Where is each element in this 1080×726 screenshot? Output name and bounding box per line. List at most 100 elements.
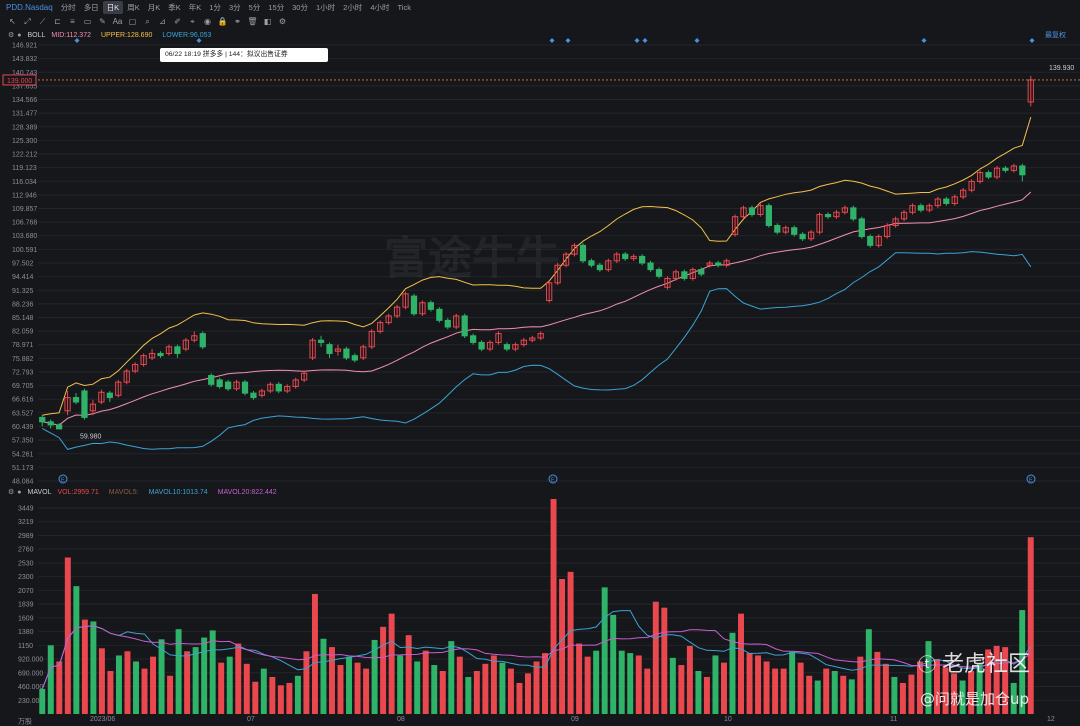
candle-body[interactable] (284, 386, 291, 392)
candle-body[interactable] (419, 302, 426, 315)
volume-bar[interactable] (976, 663, 983, 714)
candle-body[interactable] (596, 264, 603, 271)
candle-body[interactable] (106, 392, 113, 399)
settings-icon[interactable]: ⚙ (278, 17, 287, 26)
volume-bar[interactable] (431, 665, 438, 714)
volume-bar[interactable] (39, 688, 46, 714)
candle-body[interactable] (529, 337, 536, 341)
candle-body[interactable] (622, 253, 629, 260)
volume-bar[interactable] (269, 676, 276, 714)
volume-bar[interactable] (388, 613, 395, 714)
volume-bar[interactable] (985, 649, 992, 714)
tab-timeframe[interactable]: 5分 (248, 3, 261, 12)
fib-icon[interactable]: ≡ (70, 17, 75, 26)
volume-bar[interactable] (755, 655, 762, 714)
candle-body[interactable] (216, 379, 223, 388)
candle-body[interactable] (706, 262, 713, 266)
gear-icon[interactable]: ⚙ (8, 489, 15, 496)
text-icon[interactable]: Aa (112, 17, 123, 26)
volume-bar[interactable] (686, 645, 693, 714)
candle-body[interactable] (385, 315, 392, 324)
candle-body[interactable] (681, 271, 688, 279)
volume-bar[interactable] (865, 629, 872, 714)
candle-body[interactable] (98, 391, 105, 403)
candle-body[interactable] (715, 262, 722, 266)
candle-body[interactable] (926, 205, 933, 211)
tab-timeframe[interactable]: 日K (102, 1, 124, 14)
candle-body[interactable] (410, 295, 418, 315)
volume-bar[interactable] (823, 668, 830, 714)
tab-timeframe[interactable]: 3分 (228, 3, 241, 12)
tab-timeframe[interactable]: 1分 (209, 3, 221, 12)
candle-body[interactable] (774, 225, 781, 233)
link-icon[interactable]: ⚭ (234, 17, 241, 26)
volume-bar[interactable] (482, 663, 489, 714)
eye-icon[interactable]: ◉ (204, 17, 211, 26)
candle-body[interactable] (664, 277, 671, 288)
candle-body[interactable] (495, 333, 502, 343)
volume-bar[interactable] (593, 650, 600, 714)
zoom-icon[interactable]: ⌕ (145, 16, 150, 26)
candle-body[interactable] (334, 348, 342, 352)
candle-body[interactable] (267, 383, 274, 392)
volume-bar[interactable] (150, 656, 157, 714)
volume-bar[interactable] (678, 665, 685, 714)
volume-bar[interactable] (968, 670, 975, 714)
volume-bar[interactable] (763, 661, 770, 714)
layer-icon[interactable]: ◧ (263, 17, 272, 26)
candle-body[interactable] (182, 339, 189, 350)
volume-bar[interactable] (235, 643, 242, 714)
boll-name[interactable]: BOLL (27, 31, 46, 39)
pen-icon[interactable]: ✐ (174, 17, 181, 26)
volume-bar[interactable] (831, 670, 838, 714)
candle-body[interactable] (461, 315, 468, 337)
candle-body[interactable] (326, 344, 333, 354)
volume-bar[interactable] (201, 637, 208, 714)
volume-bar[interactable] (184, 651, 191, 714)
volume-bar[interactable] (405, 635, 412, 714)
volume-bar[interactable] (47, 645, 54, 714)
volume-bar[interactable] (942, 667, 949, 714)
volume-bar[interactable] (56, 661, 63, 714)
volume-bar[interactable] (806, 675, 813, 714)
volume-bar[interactable] (371, 639, 378, 714)
volume-bar[interactable] (857, 656, 864, 714)
candle-body[interactable] (765, 205, 772, 227)
event-marker-icon[interactable] (565, 38, 571, 43)
tab-timeframe[interactable]: 周K (127, 3, 140, 12)
volume-bar[interactable] (414, 661, 421, 714)
volume-bar[interactable] (158, 639, 165, 714)
candle-body[interactable] (867, 236, 874, 246)
tab-timeframe[interactable]: 30分 (292, 3, 308, 12)
candle-body[interactable] (613, 253, 620, 262)
volume-bar[interactable] (814, 680, 821, 714)
candle-body[interactable] (427, 302, 435, 310)
candle-body[interactable] (360, 346, 367, 359)
volume-bar[interactable] (397, 655, 404, 714)
mavol-name[interactable]: MAVOL (27, 488, 52, 496)
candle-body[interactable] (317, 339, 325, 343)
eye-icon[interactable]: ● (17, 31, 22, 39)
candle-body[interactable] (56, 424, 63, 430)
eye-icon[interactable]: ● (17, 488, 22, 496)
volume-bar[interactable] (243, 663, 250, 714)
tab-timeframe[interactable]: 4小时 (370, 3, 390, 12)
candle-body[interactable] (301, 372, 308, 381)
candle-body[interactable] (723, 260, 730, 266)
candle-body[interactable] (740, 207, 747, 218)
volume-bar[interactable] (346, 656, 353, 714)
candle-body[interactable] (275, 383, 282, 392)
candle-body[interactable] (191, 335, 198, 341)
candle-body[interactable] (630, 255, 637, 260)
volume-bar[interactable] (959, 680, 966, 714)
candle-body[interactable] (900, 211, 908, 220)
volume-bar[interactable] (294, 675, 301, 714)
volume-bar[interactable] (610, 614, 617, 714)
candle-body[interactable] (960, 189, 967, 198)
candle-body[interactable] (689, 269, 696, 279)
brush-icon[interactable]: ✎ (99, 17, 106, 26)
volume-bar[interactable] (1002, 647, 1009, 714)
event-marker-icon[interactable] (921, 38, 927, 43)
candle-body[interactable] (453, 315, 460, 328)
volume-bar[interactable] (252, 681, 259, 714)
